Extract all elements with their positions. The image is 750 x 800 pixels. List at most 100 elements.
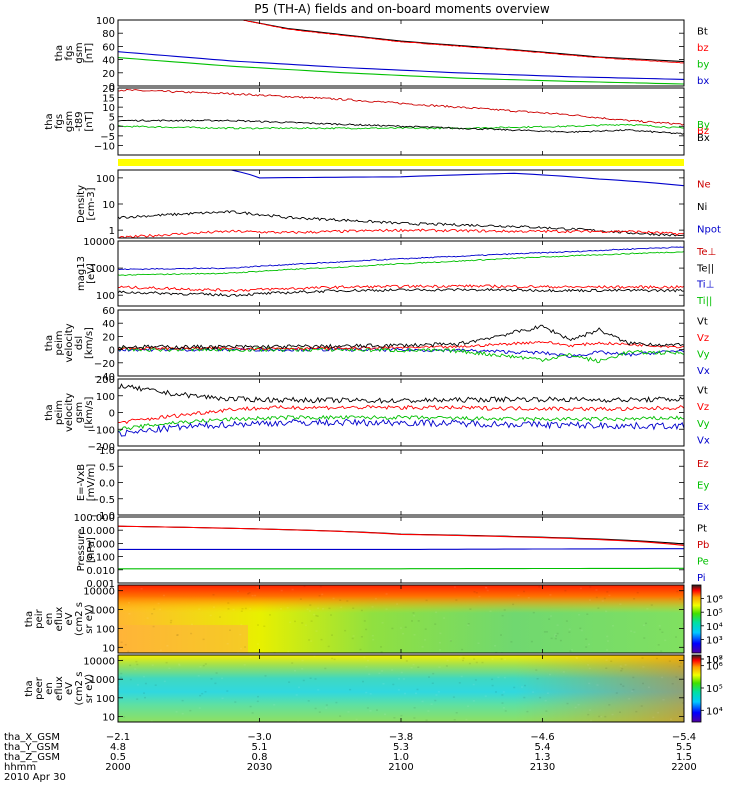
y-tick-label: 60 xyxy=(102,306,115,317)
y-tick-label: 100 xyxy=(96,392,115,403)
legend-bt: Bt xyxy=(697,26,708,37)
y-tick-label: 20 xyxy=(102,84,115,95)
x-axis-value: 1.0 xyxy=(393,752,409,763)
orbit-label-x: tha_X_GSM xyxy=(4,732,60,743)
legend-pe: Pe xyxy=(697,556,709,567)
panel-frame xyxy=(117,19,685,87)
y-axis-label: peim xyxy=(54,330,65,355)
spectrogram-ion-high xyxy=(118,585,684,613)
series-by-line xyxy=(118,57,684,85)
y-tick-label: 1.000 xyxy=(86,539,115,550)
y-axis-label: E=-VxB xyxy=(76,464,87,501)
y-tick-label: 0 xyxy=(109,82,115,93)
y-tick-label: −20 xyxy=(94,359,115,370)
y-tick-label: 100 xyxy=(96,16,115,27)
y-axis-label: tha xyxy=(24,611,35,627)
y-tick-label: 0 xyxy=(109,409,115,420)
y-axis-label: sr eV) xyxy=(84,604,95,633)
x-axis-value: 1.5 xyxy=(676,752,692,763)
series-vy-line xyxy=(118,414,684,432)
y-tick-label: 0.001 xyxy=(86,579,115,590)
x-axis-value: −3.8 xyxy=(389,732,413,743)
y-axis-label: dsl xyxy=(74,336,85,350)
legend-vy: Vy xyxy=(697,349,710,360)
panel-frame xyxy=(117,378,685,447)
y-axis-label: [km/s] xyxy=(84,327,95,359)
series-ti-line xyxy=(118,246,684,271)
y-axis-label: peer xyxy=(34,676,45,700)
y-axis-label: velocity xyxy=(64,323,75,362)
y-axis-label: [cm-3] xyxy=(86,187,97,220)
y-tick-label: 10000 xyxy=(83,237,115,248)
y-axis-label: Density xyxy=(76,185,87,223)
y-axis-label: tha xyxy=(54,45,65,61)
legend-pi: Pi xyxy=(697,573,706,584)
y-axis-label: mag13 xyxy=(76,256,87,291)
colorbar-tick-label: 10³ xyxy=(706,635,723,646)
panel-8-plot xyxy=(118,525,684,570)
panel-10-plot xyxy=(118,655,684,722)
y-axis-label: fgs xyxy=(64,45,75,60)
y-axis-label: en xyxy=(44,613,55,626)
y-axis-label: tha xyxy=(44,335,55,351)
colorbar-tick-label: 10⁷ xyxy=(706,655,723,666)
y-axis-label: gsm xyxy=(74,42,85,63)
y-axis-label: eflux xyxy=(54,676,65,701)
y-tick-label: 0.010 xyxy=(86,566,115,577)
x-axis-value: 5.4 xyxy=(535,742,551,753)
y-axis-label: [mV/m] xyxy=(86,464,97,502)
y-tick-label: 10000 xyxy=(83,587,115,598)
legend-bx: Bx xyxy=(697,133,710,144)
x-axis-value: −4.6 xyxy=(530,732,554,743)
colorbar-tick-label: 10⁶ xyxy=(706,662,723,673)
y-axis-label: fgs xyxy=(54,114,65,129)
legend-bx: bx xyxy=(697,76,709,87)
series-ni-line xyxy=(118,210,684,237)
y-axis-label: tha xyxy=(24,680,35,696)
panel-3-plot xyxy=(118,170,684,238)
legend-vt: Vt xyxy=(697,385,708,396)
series-ti-line xyxy=(118,251,684,276)
y-tick-label: −0.5 xyxy=(91,495,115,506)
y-axis-label: eV xyxy=(64,682,75,695)
panel-6-plot xyxy=(118,383,684,437)
colorbar-tick-label: 10⁸ xyxy=(706,655,723,666)
series-vx-line xyxy=(118,347,684,358)
y-tick-label: 10000 xyxy=(83,657,115,668)
legend-bz: bz xyxy=(697,43,709,54)
x-axis-value: 2130 xyxy=(530,762,555,773)
series-vy-line xyxy=(118,346,684,364)
y-tick-label: −200 xyxy=(88,442,115,453)
series-ne-line xyxy=(118,228,684,238)
y-axis-label: tha xyxy=(44,404,55,420)
yellow-status-bar xyxy=(118,159,684,166)
y-tick-label: 0 xyxy=(109,122,115,133)
y-axis-label: (cm2 s xyxy=(74,602,85,636)
panel-frame xyxy=(117,87,685,156)
y-axis-label: eflux xyxy=(54,607,65,632)
legend-vz: Vz xyxy=(697,402,709,413)
y-axis-label: peim xyxy=(54,400,65,425)
x-axis-value: 0.5 xyxy=(110,752,126,763)
legend-vx: Vx xyxy=(697,436,710,447)
panel-5: −40 −20 0 20 40 60 tha peim velocity dsl [km/s] Vt V… xyxy=(44,306,710,383)
legend-by: by xyxy=(697,59,709,70)
panel-3: 1 10 100 Density [cm-3] Ne Ni Npot xyxy=(76,169,721,239)
legend-npot: Npot xyxy=(697,225,721,236)
y-tick-label: −1.0 xyxy=(91,511,115,522)
y-tick-label: 100 xyxy=(96,624,115,635)
y-tick-label: 40 xyxy=(102,319,115,330)
y-tick-label: −5 xyxy=(100,132,115,143)
spectrogram-ion-low xyxy=(118,625,248,653)
panel-frame xyxy=(117,169,685,239)
y-axis-label: Pressure xyxy=(76,529,87,572)
x-axis-value: 5.3 xyxy=(393,742,409,753)
y-tick-label: 80 xyxy=(102,29,115,40)
y-tick-label: −40 xyxy=(94,372,115,383)
legend-bz: Bz xyxy=(697,126,709,137)
x-axis-value: −5.4 xyxy=(672,732,696,743)
y-tick-label: 100 xyxy=(96,174,115,185)
